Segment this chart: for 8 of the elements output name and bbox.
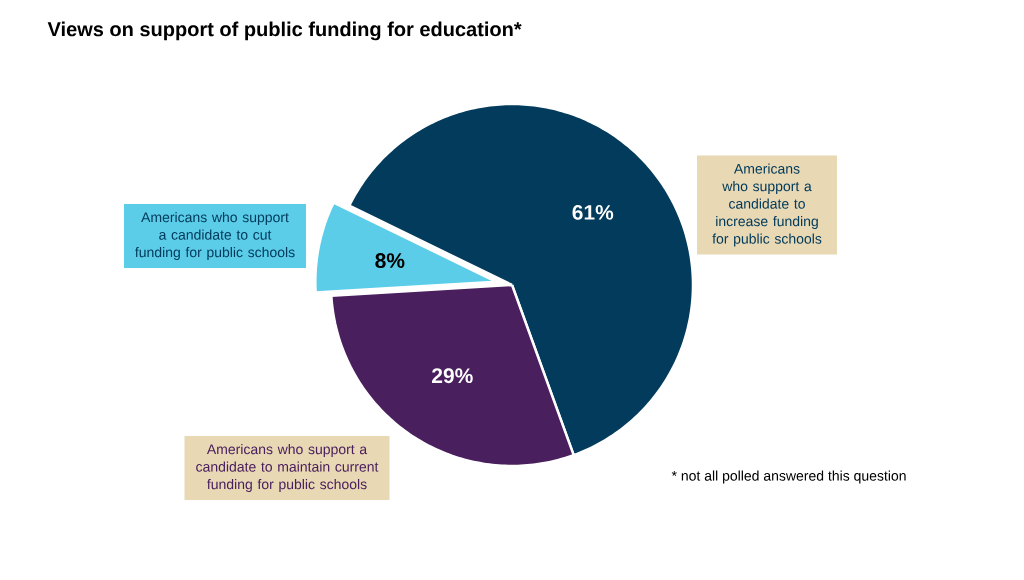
data-label: 61% bbox=[572, 204, 614, 220]
data-label: 8% bbox=[375, 253, 405, 268]
chart-title: Views on support of public funding for education* bbox=[47, 21, 522, 41]
slice-label: Americans who support a candidate to cut funding for public schools bbox=[135, 211, 295, 261]
slice-label: Americans who support a candidate to maintain current funding for public schools bbox=[196, 443, 379, 493]
text: * not all polled answered this question bbox=[671, 470, 906, 484]
data-label: 29% bbox=[432, 368, 473, 384]
slice-label: Americans who support a candidate to increase funding for public schools bbox=[712, 163, 822, 247]
